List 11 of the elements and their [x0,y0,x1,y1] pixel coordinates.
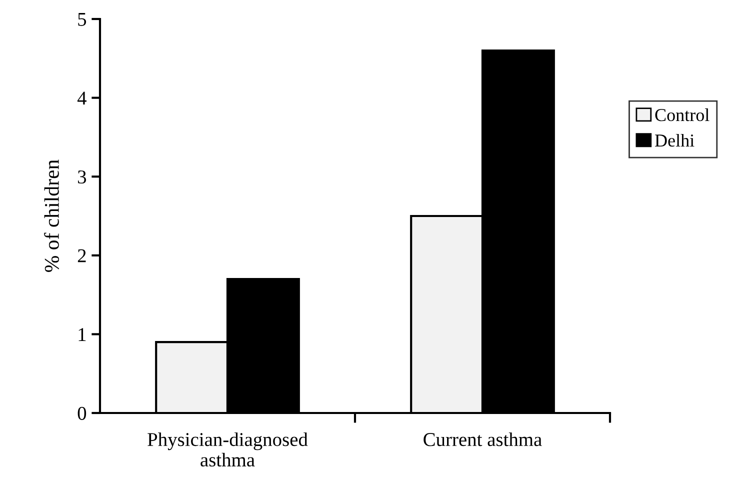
y-tick-label: 1 [78,328,86,341]
y-tick-label: 3 [78,170,86,184]
legend-label: Control [655,108,710,122]
x-tick-label: Physician-diagnosed asthma [148,432,308,467]
x-tick-label: Current asthma [424,432,542,446]
y-tick-label: 2 [78,249,86,262]
y-axis-title: % of children [44,160,60,272]
y-tick-label: 4 [77,92,86,105]
legend-label: Delhi [655,134,694,147]
y-tick-label: 0 [78,406,86,420]
y-tick-label: 5 [78,13,86,26]
